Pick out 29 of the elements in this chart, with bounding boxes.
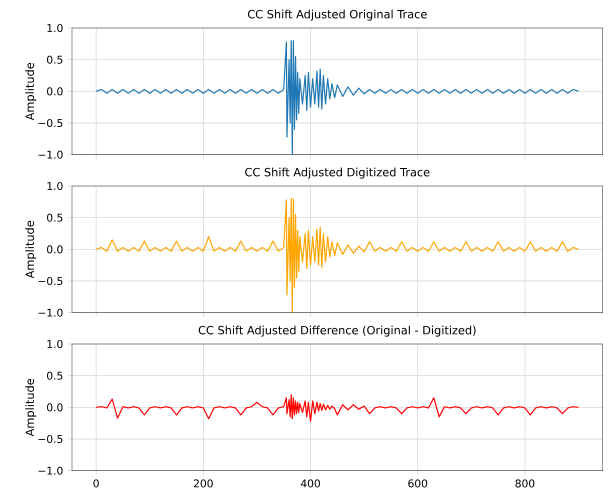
chart-title: CC Shift Adjusted Original Trace bbox=[248, 10, 427, 21]
y-tick-label: −1.0 bbox=[38, 466, 63, 475]
y-tick-label: 0.5 bbox=[47, 214, 62, 222]
line-series bbox=[96, 198, 580, 313]
y-tick-label: −1.0 bbox=[38, 150, 63, 159]
y-tick-label: −0.5 bbox=[38, 434, 62, 444]
y-tick-label: −0.5 bbox=[38, 118, 62, 128]
line-series bbox=[96, 40, 580, 155]
chart-title: CC Shift Adjusted Digitized Trace bbox=[245, 168, 430, 179]
y-tick-label: 1.0 bbox=[47, 24, 63, 32]
y-tick-label: 0.0 bbox=[47, 403, 63, 412]
y-tick-label: −0.5 bbox=[38, 276, 62, 286]
y-axis-title: Amplitude bbox=[25, 378, 36, 436]
line-series bbox=[96, 394, 580, 422]
x-tick-label: 0 bbox=[93, 479, 99, 488]
y-tick-label: 0.0 bbox=[47, 245, 63, 254]
y-tick-label: 1.0 bbox=[47, 340, 63, 348]
y-tick-label: 0.5 bbox=[47, 372, 62, 380]
y-tick-label: −1.0 bbox=[38, 308, 63, 317]
x-tick-label: 400 bbox=[300, 479, 320, 488]
y-axis-title: Amplitude bbox=[25, 220, 36, 278]
y-tick-label: 0.5 bbox=[47, 56, 62, 64]
x-tick-label: 600 bbox=[408, 479, 428, 488]
x-tick-label: 800 bbox=[515, 479, 534, 488]
chart-title: CC Shift Adjusted Difference (Original - Digitized) bbox=[198, 326, 476, 337]
y-tick-label: 0.0 bbox=[47, 87, 63, 96]
y-tick-label: 1.0 bbox=[47, 182, 63, 190]
x-tick-label: 200 bbox=[194, 479, 213, 488]
y-axis-title: Amplitude bbox=[25, 62, 36, 120]
